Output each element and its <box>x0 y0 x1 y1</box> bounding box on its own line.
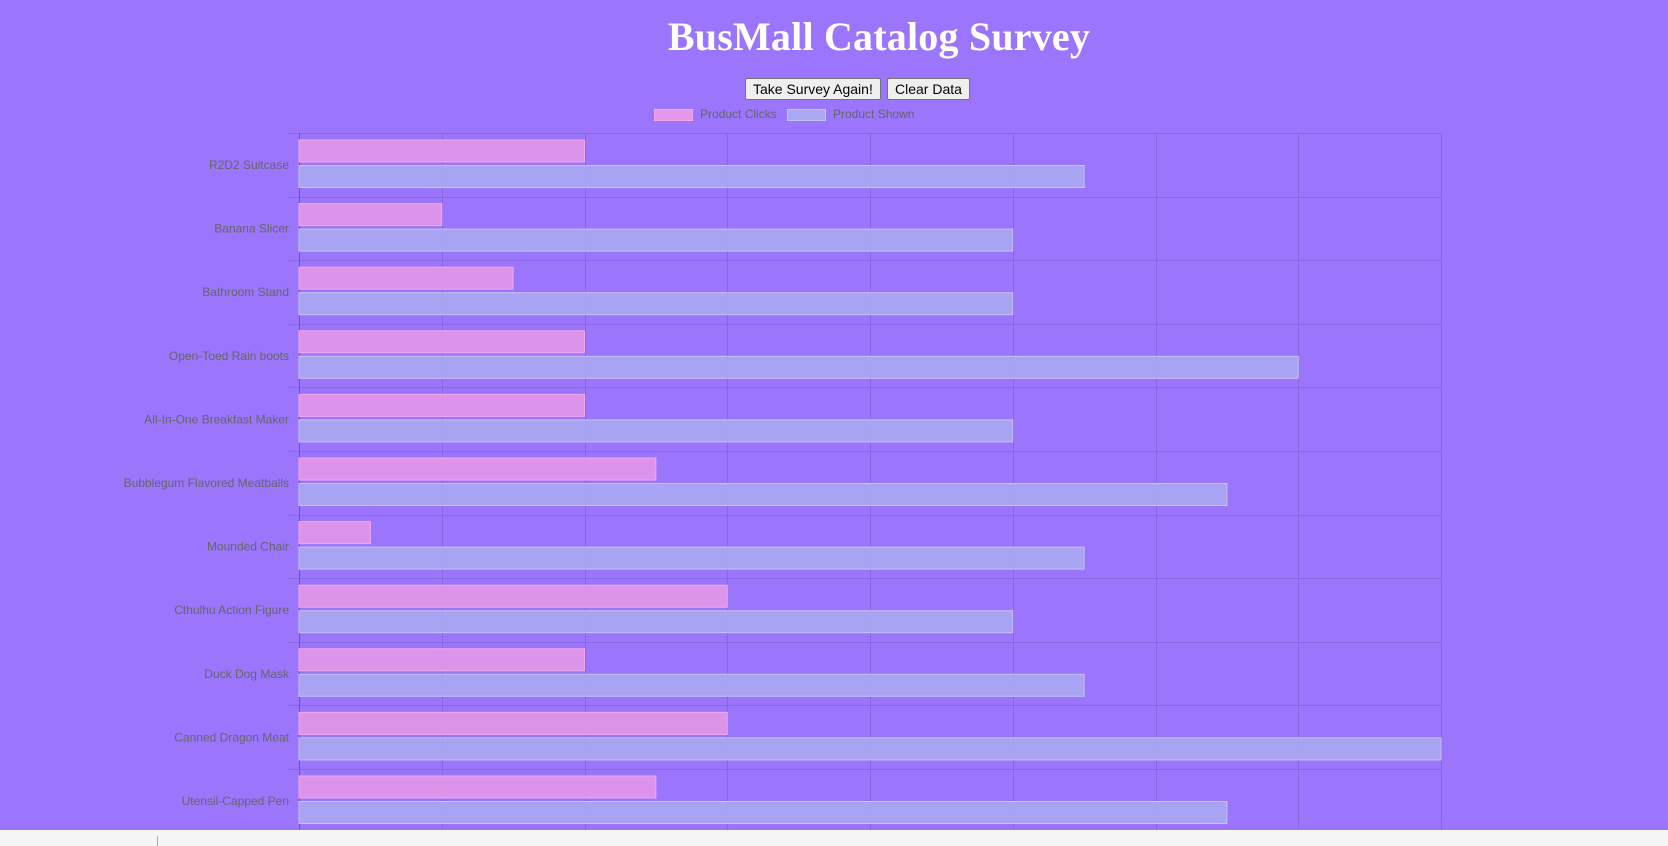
bar-product-shown <box>298 737 1442 761</box>
y-tick-label: Utensil-Capped Pen <box>182 794 289 808</box>
legend-label-product-shown[interactable]: Product Shown <box>833 107 915 121</box>
bar-product-clicks <box>298 775 657 799</box>
y-tick-label: Banana Slicer <box>214 222 289 236</box>
page-title: BusMall Catalog Survey <box>667 14 1091 59</box>
bar-product-clicks <box>298 648 585 672</box>
take-survey-again-button[interactable]: Take Survey Again! <box>745 78 881 100</box>
legend-swatch-product-shown[interactable] <box>787 109 826 121</box>
bar-product-clicks <box>298 457 657 481</box>
bar-product-clicks <box>298 521 371 545</box>
bottom-status-strip <box>0 830 1668 846</box>
legend-label-product-clicks[interactable]: Product Clicks <box>700 107 777 121</box>
bar-product-clicks <box>298 711 728 735</box>
y-tick-label: R2D2 Suitcase <box>209 158 289 172</box>
bar-product-clicks <box>298 330 585 354</box>
legend-swatch-product-clicks[interactable] <box>654 109 693 121</box>
bar-product-shown <box>298 610 1014 634</box>
bar-product-shown <box>298 165 1085 188</box>
bottom-divider <box>157 836 158 846</box>
bar-product-shown <box>298 546 1085 570</box>
y-tick-label: Open-Toed Rain boots <box>169 349 289 363</box>
y-tick-label: Canned Dragon Meat <box>174 730 289 744</box>
y-tick-label: Bubblegum Flavored Meatballs <box>124 476 289 490</box>
bar-product-clicks <box>298 266 514 290</box>
y-tick-label: Bathroom Stand <box>202 285 289 299</box>
y-tick-label: All-In-One Breakfast Maker <box>144 412 289 426</box>
y-tick-label: Duck Dog Mask <box>204 667 290 681</box>
bar-product-clicks <box>298 584 728 608</box>
bar-product-shown <box>298 801 1228 824</box>
bar-product-shown <box>298 673 1085 697</box>
bar-product-shown <box>298 355 1299 379</box>
bar-product-shown <box>298 292 1014 316</box>
y-tick-label: Cthulhu Action Figure <box>174 603 289 617</box>
bar-product-clicks <box>298 203 443 227</box>
clear-data-button[interactable]: Clear Data <box>887 78 970 100</box>
bar-product-clicks <box>298 139 585 163</box>
y-tick-label: Mounded Chair <box>207 540 289 554</box>
bar-product-clicks <box>298 393 585 417</box>
bar-product-shown <box>298 419 1014 443</box>
bar-product-shown <box>298 483 1228 506</box>
bar-product-shown <box>298 228 1014 252</box>
